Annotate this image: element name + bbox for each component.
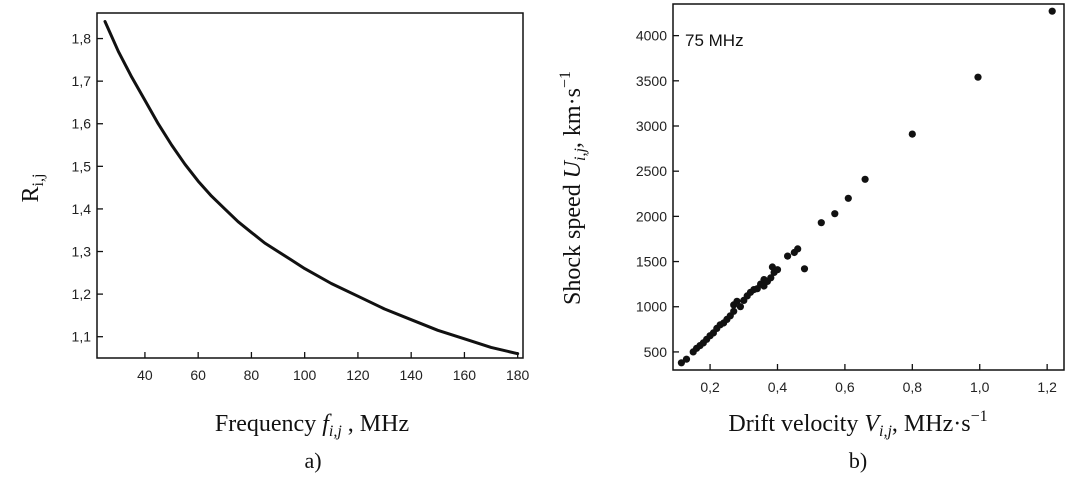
panel-b-data-point <box>730 307 738 315</box>
panel-b-y-ticks: 500 1000 1500 2000 2500 3000 3500 4000 <box>636 28 679 360</box>
panel-a-x-ticks: 40 60 80 100 120 140 160 180 <box>137 352 530 383</box>
panel-b-data-point <box>733 297 741 305</box>
panel-a-y-tick-label: 1,1 <box>72 329 92 345</box>
panel-a-caption: a) <box>304 448 321 473</box>
panel-a-y-ticks: 1,1 1,2 1,3 1,4 1,5 1,6 1,7 1,8 <box>72 31 103 345</box>
panel-a-x-tick-label: 40 <box>137 367 153 383</box>
panel-a: 40 60 80 100 120 140 160 180 1,1 1,2 1,3 1,4 1,5 1,6… <box>18 12 530 473</box>
panel-b-plot-frame <box>672 3 1065 371</box>
panel-b-x-tick-label: 0,4 <box>768 379 788 395</box>
panel-a-x-tick-label: 60 <box>190 367 206 383</box>
panel-b-y-tick-label: 1500 <box>636 254 667 270</box>
panel-a-plot-frame <box>96 12 524 359</box>
panel-b-y-tick-label: 2500 <box>636 163 667 179</box>
panel-b-x-ticks: 0,2 0,4 0,6 0,8 1,0 1,2 <box>700 364 1057 395</box>
panel-b-y-tick-label: 500 <box>644 344 668 360</box>
panel-a-y-axis-label: Ri,j <box>18 174 47 203</box>
panel-b-caption: b) <box>849 448 867 473</box>
panel-b-data-point <box>767 274 775 282</box>
panel-a-y-tick-label: 1,4 <box>72 201 92 217</box>
panel-b-data-point <box>784 252 792 260</box>
panel-a-y-tick-label: 1,7 <box>72 73 92 89</box>
panel-a-x-axis-label: Frequency fi,j , MHz <box>215 411 409 440</box>
panel-a-x-tick-label: 80 <box>244 367 260 383</box>
panel-b-data-point <box>736 303 745 311</box>
panel-b-x-tick-label: 0,6 <box>835 379 855 395</box>
panel-b-data-point <box>974 73 982 81</box>
panel-a-y-tick-label: 1,3 <box>72 244 92 260</box>
panel-b-y-tick-label: 3000 <box>636 118 667 134</box>
panel-a-x-tick-label: 100 <box>293 367 317 383</box>
panel-a-y-tick-label: 1,8 <box>72 31 92 47</box>
panel-b-data-point <box>831 210 839 218</box>
panel-b-data-point <box>682 355 691 363</box>
panel-b-data-point <box>817 219 825 227</box>
panel-b-data-point <box>800 265 809 273</box>
panel-a-series-line <box>103 20 520 356</box>
panel-a-series <box>103 20 520 356</box>
panel-b-data-point <box>861 175 869 183</box>
panel-b-data-point <box>844 194 852 202</box>
panel-b-y-tick-label: 3500 <box>636 73 667 89</box>
panel-b-data-point <box>794 245 802 253</box>
panel-a-x-tick-label: 120 <box>346 367 370 383</box>
panel-b-x-tick-label: 1,0 <box>970 379 990 395</box>
panel-a-x-tick-label: 140 <box>399 367 423 383</box>
panel-b-annotation: 75 MHz <box>685 31 744 50</box>
panel-b-y-axis-label: Shock speed Ui,j, km·s−1 <box>557 71 589 305</box>
panel-b-data-point <box>773 266 782 274</box>
panel-b-data-point <box>677 359 686 367</box>
panel-a-x-tick-label: 160 <box>453 367 477 383</box>
panel-b-x-tick-label: 0,8 <box>903 379 923 395</box>
panel-b-x-tick-label: 1,2 <box>1037 379 1057 395</box>
panel-a-y-tick-label: 1,2 <box>72 286 92 302</box>
panel-b-series <box>677 7 1056 367</box>
panel-b-data-point <box>1048 7 1056 15</box>
panel-b-y-tick-label: 1000 <box>636 299 667 315</box>
panel-b: 0,2 0,4 0,6 0,8 1,0 1,2 500 1000 1500 2000 2500 30… <box>557 3 1065 473</box>
panel-a-x-tick-label: 180 <box>506 367 530 383</box>
panel-a-y-tick-label: 1,5 <box>72 158 92 174</box>
panel-b-x-tick-label: 0,2 <box>700 379 720 395</box>
panel-a-y-tick-label: 1,6 <box>72 116 92 132</box>
panel-b-data-point <box>908 130 916 138</box>
panel-b-y-tick-label: 2000 <box>636 208 667 224</box>
panel-b-y-tick-label: 4000 <box>636 28 667 44</box>
panel-b-x-axis-label: Drift velocity Vi,j, MHz·s−1 <box>728 408 987 440</box>
